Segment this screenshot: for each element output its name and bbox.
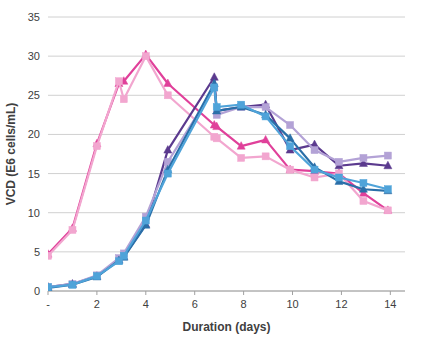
data-point [335,174,342,181]
data-point [384,152,391,159]
data-point [69,226,76,233]
x-axis-title: Duration (days) [182,320,270,334]
data-point [213,104,220,111]
data-point [287,122,294,129]
grid-line [48,17,405,18]
data-point [48,283,52,291]
x-tick-label: 4 [143,298,149,310]
data-point [69,281,76,288]
data-point [262,153,269,160]
data-point [69,280,76,287]
y-axis-title: VCD (E6 cells/mL) [4,103,18,206]
data-point [164,170,171,177]
data-point [115,78,122,85]
y-tick-label: 15 [28,168,40,180]
grid-line [48,251,405,252]
data-point [384,206,392,214]
data-point [360,179,367,186]
data-point [120,252,128,260]
series-line [48,87,388,287]
data-point [48,283,52,291]
data-point [164,146,172,154]
data-point [93,273,100,280]
data-point [384,186,391,193]
x-tick [145,291,146,295]
data-point [48,252,52,259]
data-point [286,134,294,142]
x-tick [341,291,342,295]
data-point [142,53,149,60]
data-point [48,284,52,291]
data-point [262,113,269,120]
y-tick-label: 10 [28,207,40,219]
data-point [360,154,367,161]
data-point [335,158,342,165]
data-point [213,122,221,130]
data-point [237,142,245,150]
data-point [262,104,269,111]
grid-line [48,173,405,174]
x-tick [48,291,49,295]
data-point [164,92,171,99]
x-tick-label: 2 [94,298,100,310]
data-point [311,174,318,181]
x-tick [243,291,244,295]
x-tick-label: 12 [335,298,347,310]
data-point [287,143,294,150]
data-point [120,253,128,260]
data-point [384,207,391,214]
y-tick-label: 30 [28,50,40,62]
data-point [262,135,270,143]
y-tick-label: 25 [28,89,40,101]
data-point [120,96,127,103]
x-tick [292,291,293,295]
y-tick-label: 35 [28,11,40,23]
x-tick-label: - [46,298,50,310]
grid-line [48,56,405,57]
x-tick-label: 8 [241,298,247,310]
x-tick-label: 10 [286,298,298,310]
series-line [48,84,388,288]
data-point [360,197,367,204]
grid-line [48,212,405,213]
x-tick [96,291,97,295]
data-point [211,84,218,91]
data-point [384,186,392,194]
data-point [238,101,245,108]
y-tick-label: 20 [28,128,40,140]
data-point [93,272,100,279]
data-point [384,161,392,169]
x-axis [48,291,405,292]
grid-line [48,95,405,96]
x-tick-label: 14 [384,298,396,310]
data-point [311,166,318,173]
data-point [68,280,76,288]
x-tick [390,291,391,295]
data-point [93,272,101,280]
plot-area [48,50,392,291]
x-tick-label: 6 [192,298,198,310]
series-line [48,77,388,287]
data-point [120,252,127,259]
data-point [142,217,149,224]
data-point [286,165,294,173]
series-line [48,87,388,287]
data-point [164,79,172,87]
chart: 0 5 10 15 20 25 30 35 - 2 4 6 8 10 12 14 Duration (days)… [0,0,430,340]
x-tick [194,291,195,295]
data-point [213,135,220,142]
data-point [287,166,294,173]
data-point [48,284,52,291]
series-line [48,56,388,256]
data-point [311,147,318,154]
data-point [211,84,218,91]
y-tick-label: 5 [34,246,40,258]
data-point [93,143,100,150]
series-line [48,55,388,255]
data-point [311,167,319,175]
data-point [93,272,101,280]
y-tick-label: 0 [34,285,40,297]
data-point [238,154,245,161]
grid-line [48,291,405,292]
